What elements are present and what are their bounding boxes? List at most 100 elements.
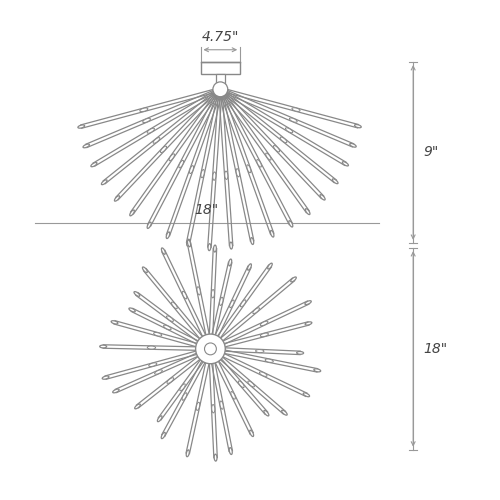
Ellipse shape: [169, 154, 174, 161]
Ellipse shape: [190, 166, 194, 173]
Ellipse shape: [220, 401, 224, 409]
Ellipse shape: [289, 220, 293, 227]
Ellipse shape: [197, 287, 200, 295]
Ellipse shape: [196, 402, 200, 410]
Ellipse shape: [201, 170, 204, 177]
Ellipse shape: [250, 238, 254, 244]
Ellipse shape: [260, 333, 268, 336]
Circle shape: [213, 82, 228, 96]
Ellipse shape: [161, 432, 166, 438]
Ellipse shape: [306, 208, 310, 214]
Text: 18": 18": [423, 342, 447, 356]
Ellipse shape: [142, 118, 150, 122]
Ellipse shape: [238, 381, 244, 388]
Ellipse shape: [320, 194, 325, 200]
Ellipse shape: [130, 210, 134, 216]
Ellipse shape: [303, 393, 310, 397]
Ellipse shape: [214, 454, 217, 461]
Ellipse shape: [114, 196, 119, 201]
Ellipse shape: [229, 448, 232, 454]
Ellipse shape: [250, 430, 254, 436]
Ellipse shape: [231, 392, 235, 399]
Ellipse shape: [134, 292, 140, 296]
Ellipse shape: [182, 393, 187, 400]
Ellipse shape: [154, 332, 162, 336]
Ellipse shape: [91, 162, 97, 167]
Ellipse shape: [142, 267, 148, 272]
Ellipse shape: [248, 381, 254, 387]
Ellipse shape: [248, 264, 252, 270]
Ellipse shape: [354, 124, 361, 128]
Ellipse shape: [213, 172, 216, 180]
Ellipse shape: [314, 369, 320, 372]
Ellipse shape: [212, 290, 214, 298]
Ellipse shape: [78, 125, 84, 128]
Ellipse shape: [134, 404, 140, 409]
Ellipse shape: [188, 240, 190, 246]
Ellipse shape: [140, 108, 148, 112]
Circle shape: [204, 343, 216, 355]
Ellipse shape: [148, 363, 157, 366]
Ellipse shape: [160, 146, 166, 152]
Ellipse shape: [100, 345, 106, 348]
Ellipse shape: [305, 300, 312, 304]
Ellipse shape: [129, 308, 135, 312]
Ellipse shape: [268, 263, 272, 269]
Ellipse shape: [260, 372, 267, 376]
Ellipse shape: [280, 137, 287, 142]
Ellipse shape: [296, 352, 304, 354]
Ellipse shape: [220, 298, 223, 306]
Ellipse shape: [224, 171, 228, 179]
Ellipse shape: [256, 350, 264, 352]
Ellipse shape: [172, 302, 177, 308]
Ellipse shape: [247, 165, 251, 172]
Text: 18": 18": [194, 203, 219, 217]
Ellipse shape: [286, 128, 293, 133]
Ellipse shape: [282, 410, 287, 415]
Ellipse shape: [148, 346, 156, 349]
Ellipse shape: [208, 244, 211, 250]
Ellipse shape: [230, 300, 234, 308]
Ellipse shape: [179, 160, 184, 168]
Ellipse shape: [274, 146, 280, 152]
Ellipse shape: [112, 389, 119, 393]
Ellipse shape: [154, 370, 162, 374]
Bar: [200, 62, 240, 74]
Ellipse shape: [256, 160, 262, 167]
Ellipse shape: [102, 376, 109, 379]
Ellipse shape: [228, 259, 232, 266]
Ellipse shape: [290, 277, 296, 282]
Ellipse shape: [342, 162, 348, 166]
Ellipse shape: [180, 384, 186, 391]
Ellipse shape: [264, 410, 269, 416]
Ellipse shape: [182, 292, 187, 299]
Ellipse shape: [214, 245, 216, 252]
Circle shape: [196, 334, 226, 364]
Ellipse shape: [265, 359, 274, 362]
Ellipse shape: [305, 322, 312, 325]
Ellipse shape: [162, 248, 166, 254]
Ellipse shape: [102, 180, 107, 184]
Ellipse shape: [270, 230, 274, 237]
Ellipse shape: [253, 308, 260, 314]
Ellipse shape: [186, 450, 190, 456]
Ellipse shape: [350, 144, 356, 147]
Ellipse shape: [236, 168, 240, 177]
Ellipse shape: [153, 138, 160, 143]
Ellipse shape: [147, 128, 154, 133]
Ellipse shape: [292, 108, 300, 112]
Ellipse shape: [230, 242, 232, 249]
Ellipse shape: [266, 153, 271, 160]
Ellipse shape: [212, 404, 215, 413]
Text: 9": 9": [423, 146, 438, 160]
Ellipse shape: [260, 321, 268, 326]
Ellipse shape: [167, 378, 173, 384]
Ellipse shape: [240, 300, 246, 307]
Bar: [216, 74, 225, 90]
Ellipse shape: [164, 325, 171, 330]
Ellipse shape: [147, 222, 151, 228]
Ellipse shape: [166, 232, 170, 238]
Ellipse shape: [186, 239, 190, 246]
Ellipse shape: [290, 118, 297, 122]
Ellipse shape: [158, 416, 162, 422]
